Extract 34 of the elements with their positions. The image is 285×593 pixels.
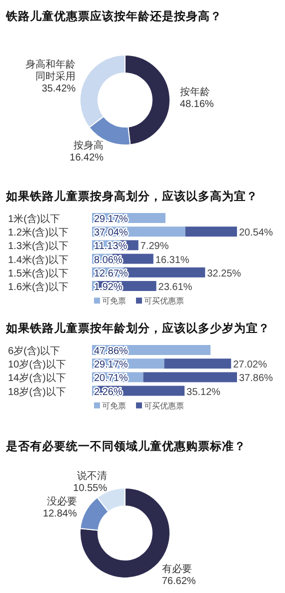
y-tick-label: 1.5米(含)以下 xyxy=(8,267,69,280)
data-label: 35.12% xyxy=(186,386,221,398)
data-label: 23.61% xyxy=(158,282,192,293)
data-label: 7.29% xyxy=(140,241,169,252)
y-tick-label: 1.6米(含)以下 xyxy=(8,281,69,293)
chart-title: 如果铁路儿童票按年龄划分，应该以多少岁为宜？ xyxy=(5,321,270,335)
chart-title: 铁路儿童优惠票应该按年龄还是按身高？ xyxy=(5,9,222,23)
y-tick-label: 6岁(含)以下 xyxy=(8,345,60,357)
data-label: 37.04% xyxy=(94,228,128,239)
data-label: 27.02% xyxy=(233,360,268,371)
legend-label: 可免票 xyxy=(102,296,126,306)
y-tick-label: 14岁(含)以下 xyxy=(8,372,66,384)
data-label: 32.25% xyxy=(207,268,242,280)
legend-label: 可买优惠票 xyxy=(144,296,184,306)
y-tick-label: 10岁(含)以下 xyxy=(8,358,66,371)
data-label: 20.71% xyxy=(94,373,128,384)
chart-title: 是否有必要统一不同领域儿童优惠购票标准？ xyxy=(5,439,246,453)
legend-label: 可免票 xyxy=(102,401,126,410)
y-tick-label: 18岁(含)以下 xyxy=(8,386,66,398)
data-label: 16.31% xyxy=(155,254,190,266)
y-tick-label: 1米(含)以下 xyxy=(8,213,60,225)
legend-label: 可买优惠票 xyxy=(144,401,184,410)
chart-title: 如果铁路儿童票按身高划分，应该以多高为宜？ xyxy=(5,189,258,203)
bar xyxy=(164,358,232,369)
data-label: 29.17% xyxy=(94,360,128,371)
bar xyxy=(143,372,237,382)
data-label: 29.17% xyxy=(94,214,128,225)
bar xyxy=(185,226,237,237)
y-tick-label: 1.2米(含)以下 xyxy=(8,226,69,239)
data-label: 37.86% xyxy=(239,373,274,384)
y-tick-label: 1.3米(含)以下 xyxy=(8,240,69,252)
y-tick-label: 1.4米(含)以下 xyxy=(8,254,69,266)
data-label: 20.54% xyxy=(239,228,274,239)
data-label: 47.86% xyxy=(94,346,128,357)
